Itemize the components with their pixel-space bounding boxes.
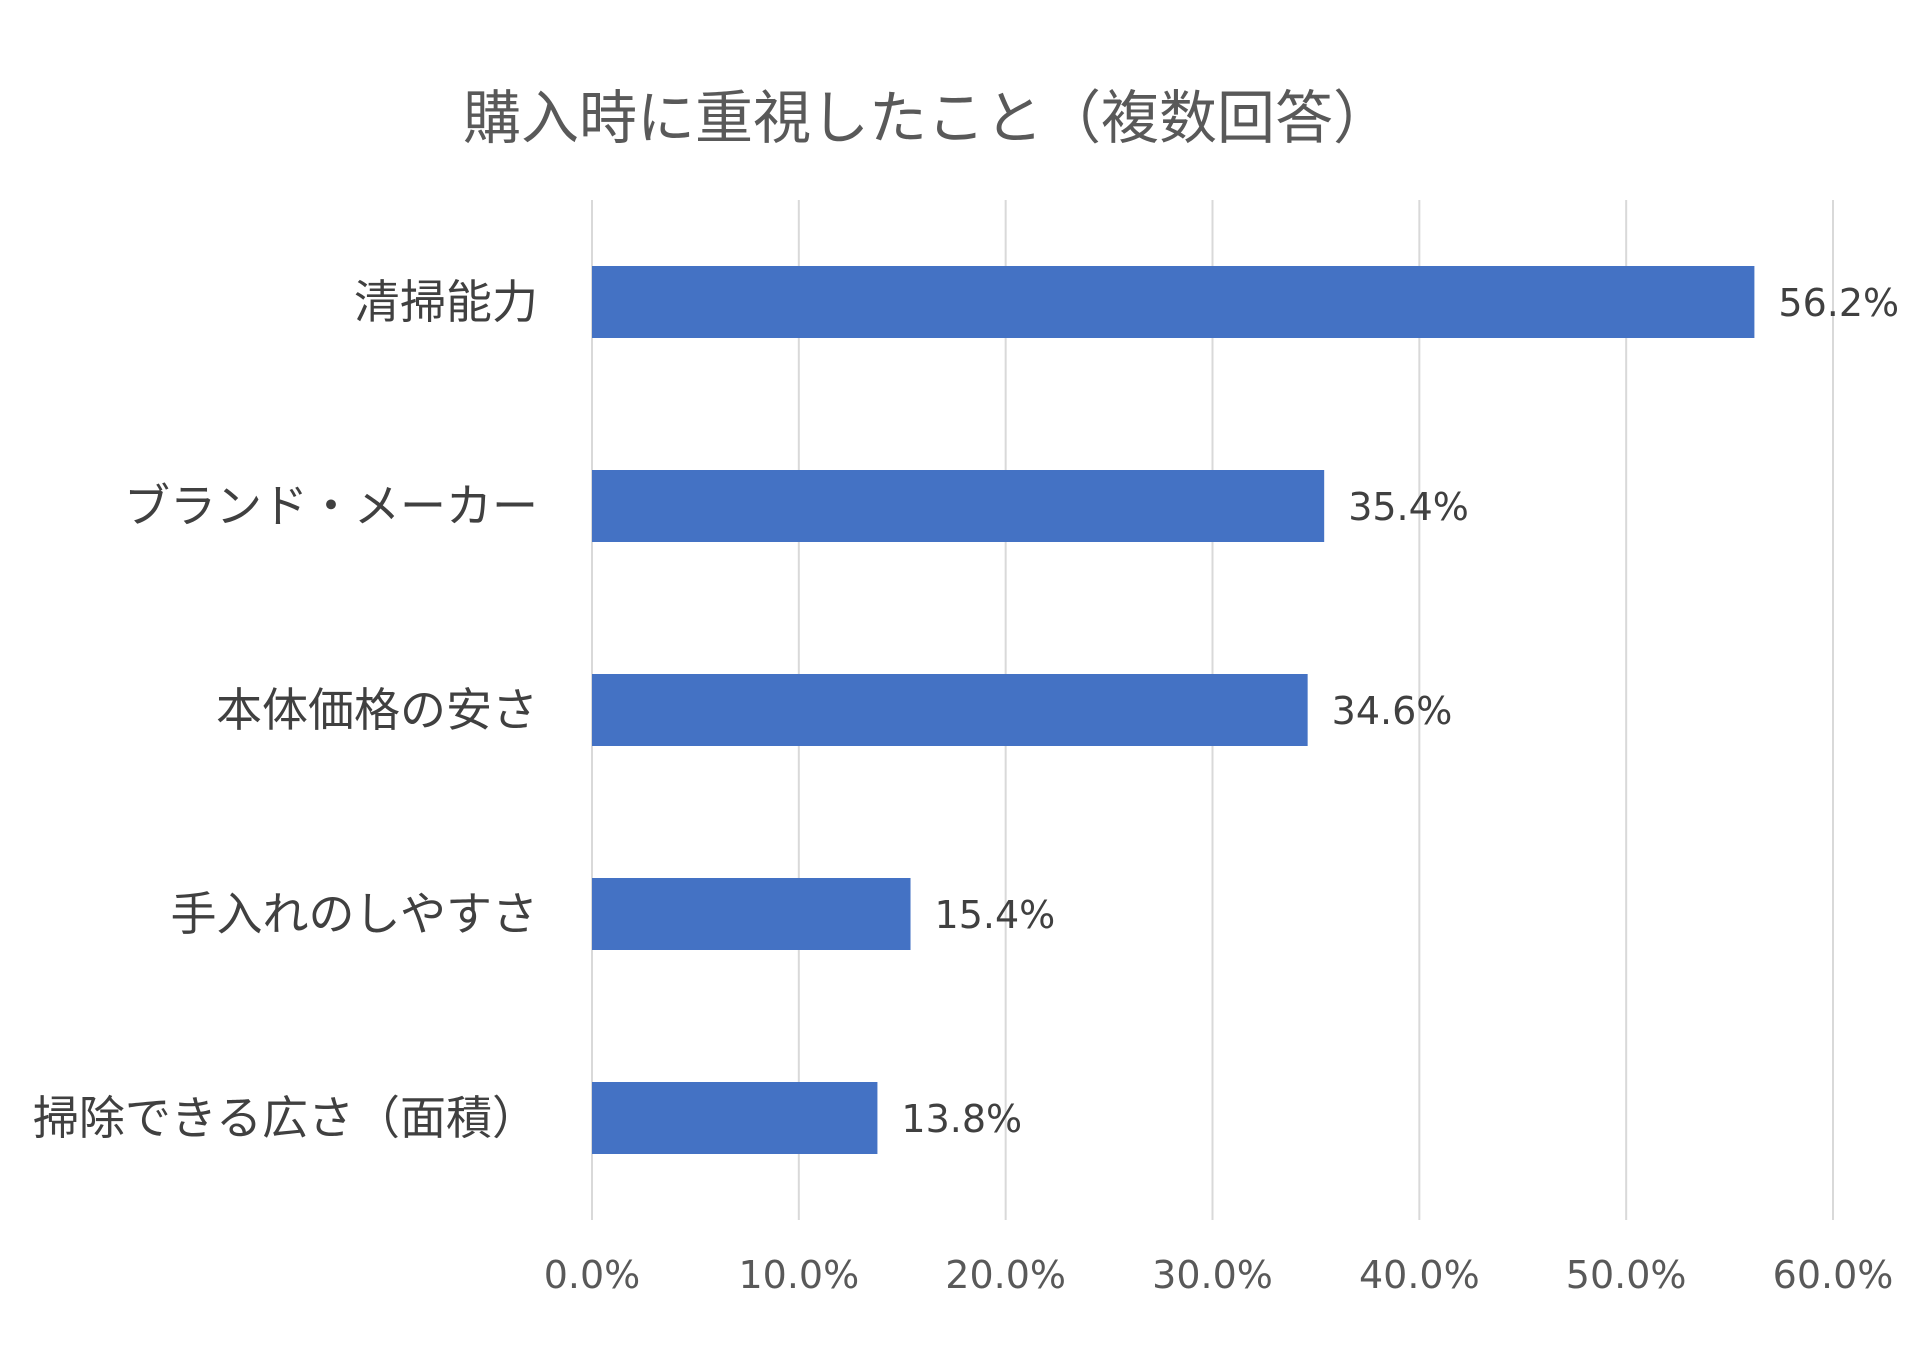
bar: [592, 266, 1755, 338]
category-label: ブランド・メーカー: [124, 479, 538, 533]
data-labels: 56.2% 35.4% 34.6% 15.4% 13.8%: [901, 281, 1899, 1141]
x-tick-label: 0.0%: [544, 1253, 641, 1297]
bar: [592, 878, 911, 950]
data-label: 56.2%: [1778, 281, 1899, 325]
data-label: 15.4%: [935, 893, 1056, 937]
category-label: 清掃能力: [354, 275, 538, 329]
x-tick-label: 40.0%: [1359, 1253, 1480, 1297]
bar: [592, 1082, 878, 1154]
x-tick-label: 60.0%: [1773, 1253, 1894, 1297]
x-tick-label: 30.0%: [1152, 1253, 1273, 1297]
bar: [592, 470, 1325, 542]
bar: [592, 674, 1308, 746]
x-tick-label: 20.0%: [945, 1253, 1066, 1297]
category-label: 本体価格の安さ: [216, 683, 538, 737]
x-axis-tick-labels: 0.0% 10.0% 20.0% 30.0% 40.0% 50.0% 60.0%: [544, 1253, 1894, 1297]
chart-title: 購入時に重視したこと（複数回答）: [463, 84, 1391, 152]
x-tick-label: 10.0%: [738, 1253, 859, 1297]
category-label: 手入れのしやすさ: [170, 887, 538, 941]
data-label: 34.6%: [1332, 689, 1453, 733]
category-label: 掃除できる広さ（面積）: [33, 1091, 538, 1145]
bars: [592, 266, 1755, 1154]
data-label: 35.4%: [1348, 485, 1469, 529]
x-tick-label: 50.0%: [1566, 1253, 1687, 1297]
data-label: 13.8%: [901, 1097, 1022, 1141]
